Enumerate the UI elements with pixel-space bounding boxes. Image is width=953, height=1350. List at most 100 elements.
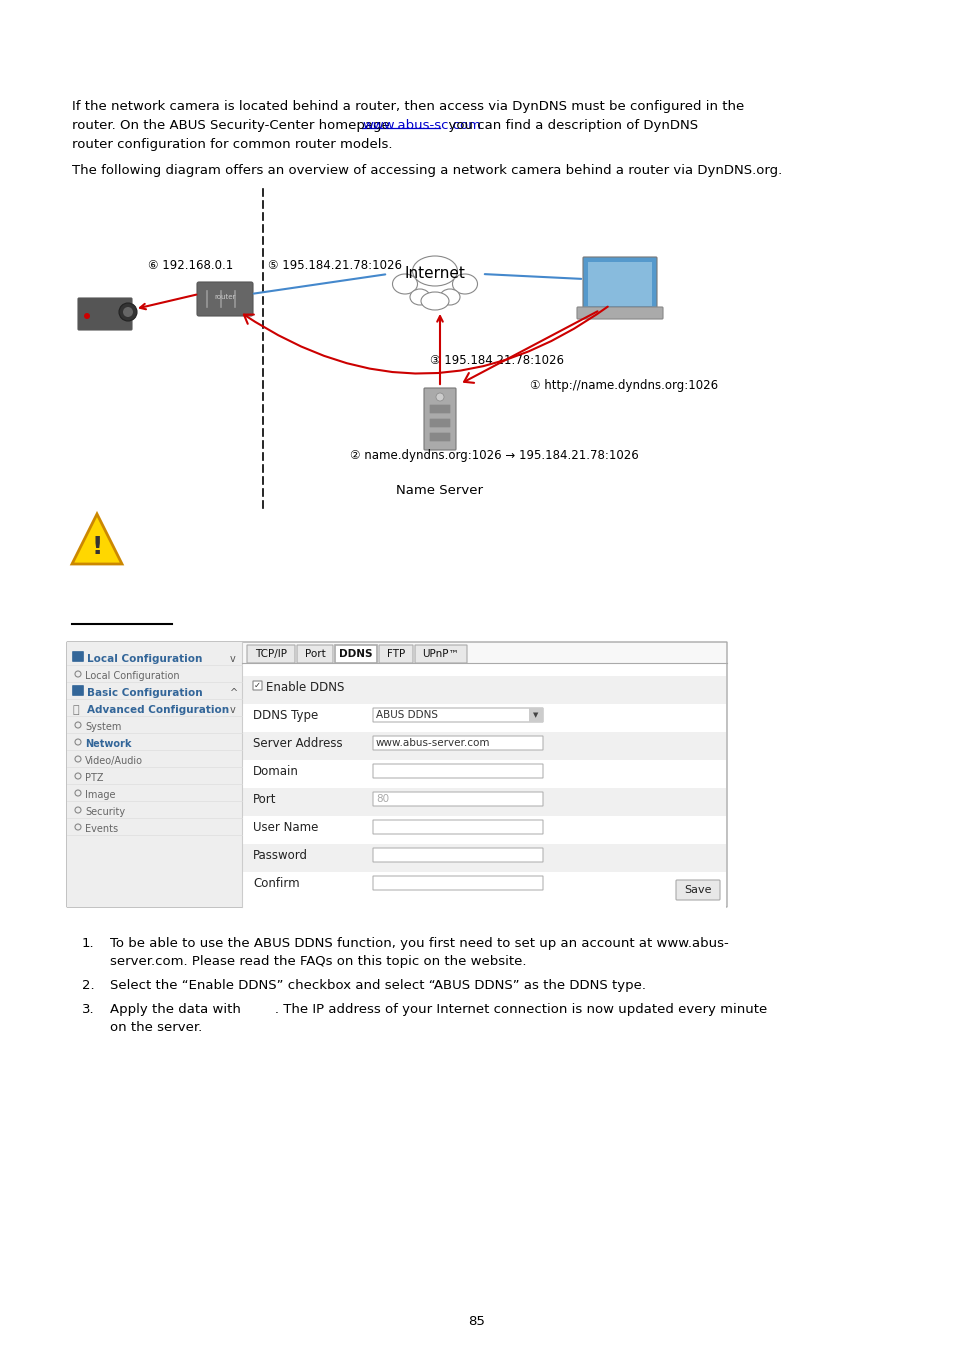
FancyBboxPatch shape (335, 645, 376, 663)
Ellipse shape (439, 289, 459, 305)
FancyBboxPatch shape (243, 815, 725, 844)
FancyArrowPatch shape (244, 306, 607, 374)
FancyBboxPatch shape (243, 844, 725, 872)
FancyBboxPatch shape (430, 418, 450, 427)
FancyBboxPatch shape (67, 643, 242, 907)
Text: Advanced Configuration: Advanced Configuration (87, 705, 229, 716)
Text: ✓: ✓ (253, 680, 261, 690)
FancyBboxPatch shape (243, 788, 725, 815)
Text: The following diagram offers an overview of accessing a network camera behind a : The following diagram offers an overview… (71, 163, 781, 177)
Text: Enable DDNS: Enable DDNS (266, 680, 344, 694)
Text: ① http://name.dyndns.org:1026: ① http://name.dyndns.org:1026 (530, 379, 718, 391)
Ellipse shape (410, 289, 430, 305)
FancyBboxPatch shape (676, 880, 720, 900)
Text: 2.: 2. (82, 979, 94, 992)
FancyBboxPatch shape (72, 652, 84, 662)
FancyBboxPatch shape (423, 387, 456, 450)
FancyBboxPatch shape (243, 676, 725, 703)
FancyBboxPatch shape (529, 707, 542, 722)
Text: server.com. Please read the FAQs on this topic on the website.: server.com. Please read the FAQs on this… (110, 954, 526, 968)
Text: router. On the ABUS Security-Center homepage: router. On the ABUS Security-Center home… (71, 119, 394, 132)
FancyBboxPatch shape (373, 764, 542, 778)
Circle shape (84, 313, 90, 319)
FancyBboxPatch shape (430, 433, 450, 441)
FancyArrowPatch shape (463, 312, 597, 383)
FancyBboxPatch shape (72, 686, 84, 695)
Polygon shape (71, 514, 122, 564)
Text: Security: Security (85, 807, 125, 817)
FancyBboxPatch shape (373, 792, 542, 806)
Text: 1.: 1. (82, 937, 94, 950)
Text: 85: 85 (468, 1315, 485, 1328)
Text: ▼: ▼ (533, 711, 538, 718)
FancyBboxPatch shape (373, 707, 542, 722)
Text: 3.: 3. (82, 1003, 94, 1017)
Text: Network: Network (85, 738, 132, 749)
Text: Local Configuration: Local Configuration (87, 653, 202, 664)
Text: Local Configuration: Local Configuration (85, 671, 179, 680)
Text: UPnP™: UPnP™ (422, 649, 459, 659)
Text: Select the “Enable DDNS” checkbox and select “ABUS DDNS” as the DDNS type.: Select the “Enable DDNS” checkbox and se… (110, 979, 645, 992)
Text: User Name: User Name (253, 821, 318, 834)
Text: you can find a description of DynDNS: you can find a description of DynDNS (439, 119, 698, 132)
Text: Domain: Domain (253, 765, 298, 778)
Text: TCP/IP: TCP/IP (254, 649, 287, 659)
FancyBboxPatch shape (67, 643, 726, 907)
Ellipse shape (392, 274, 417, 294)
Text: Port: Port (253, 792, 276, 806)
FancyBboxPatch shape (373, 848, 542, 863)
FancyBboxPatch shape (587, 262, 651, 306)
FancyBboxPatch shape (243, 760, 725, 788)
Text: ⑥ 192.168.0.1: ⑥ 192.168.0.1 (148, 259, 233, 271)
Text: PTZ: PTZ (85, 774, 103, 783)
Text: router: router (214, 294, 235, 300)
Text: To be able to use the ABUS DDNS function, you first need to set up an account at: To be able to use the ABUS DDNS function… (110, 937, 728, 950)
Text: ABUS DDNS: ABUS DDNS (375, 710, 437, 720)
Text: router configuration for common router models.: router configuration for common router m… (71, 138, 392, 151)
Text: Apply the data with        . The IP address of your Internet connection is now u: Apply the data with . The IP address of … (110, 1003, 766, 1017)
Text: www.abus-server.com: www.abus-server.com (375, 738, 490, 748)
Text: Internet: Internet (404, 266, 465, 282)
FancyBboxPatch shape (577, 306, 662, 319)
Ellipse shape (452, 274, 477, 294)
FancyBboxPatch shape (78, 298, 132, 329)
Text: on the server.: on the server. (110, 1021, 202, 1034)
FancyBboxPatch shape (582, 256, 657, 310)
Text: DDNS: DDNS (339, 649, 373, 659)
Text: !: ! (91, 535, 103, 559)
Text: If the network camera is located behind a router, then access via DynDNS must be: If the network camera is located behind … (71, 100, 743, 113)
Text: Image: Image (85, 790, 115, 801)
FancyBboxPatch shape (430, 405, 450, 413)
Text: Video/Audio: Video/Audio (85, 756, 143, 765)
Circle shape (119, 302, 137, 321)
Text: Events: Events (85, 824, 118, 834)
Text: Port: Port (304, 649, 325, 659)
Text: Save: Save (683, 886, 711, 895)
Text: v: v (230, 705, 235, 716)
Ellipse shape (420, 292, 449, 311)
Text: DDNS Type: DDNS Type (253, 709, 318, 722)
FancyBboxPatch shape (373, 819, 542, 834)
Text: Server Address: Server Address (253, 737, 342, 751)
FancyBboxPatch shape (243, 703, 725, 732)
FancyBboxPatch shape (253, 680, 262, 690)
FancyBboxPatch shape (243, 663, 725, 910)
Text: www.abus-sc.com: www.abus-sc.com (361, 119, 480, 132)
Text: ② name.dyndns.org:1026 → 195.184.21.78:1026: ② name.dyndns.org:1026 → 195.184.21.78:1… (350, 450, 639, 462)
Text: Password: Password (253, 849, 308, 863)
Text: ^: ^ (230, 688, 238, 698)
Text: ③ 195.184.21.78:1026: ③ 195.184.21.78:1026 (430, 354, 563, 367)
Circle shape (123, 306, 132, 317)
Text: ⑤ 195.184.21.78:1026: ⑤ 195.184.21.78:1026 (268, 259, 401, 271)
Text: FTP: FTP (387, 649, 405, 659)
FancyBboxPatch shape (373, 736, 542, 751)
Text: Name Server: Name Server (396, 485, 483, 497)
Text: 🔑: 🔑 (73, 705, 79, 716)
Text: 80: 80 (375, 794, 389, 805)
Text: Confirm: Confirm (253, 878, 299, 890)
FancyBboxPatch shape (378, 645, 413, 663)
FancyBboxPatch shape (247, 645, 294, 663)
FancyBboxPatch shape (373, 876, 542, 890)
Text: Basic Configuration: Basic Configuration (87, 688, 202, 698)
Text: v: v (230, 653, 235, 664)
